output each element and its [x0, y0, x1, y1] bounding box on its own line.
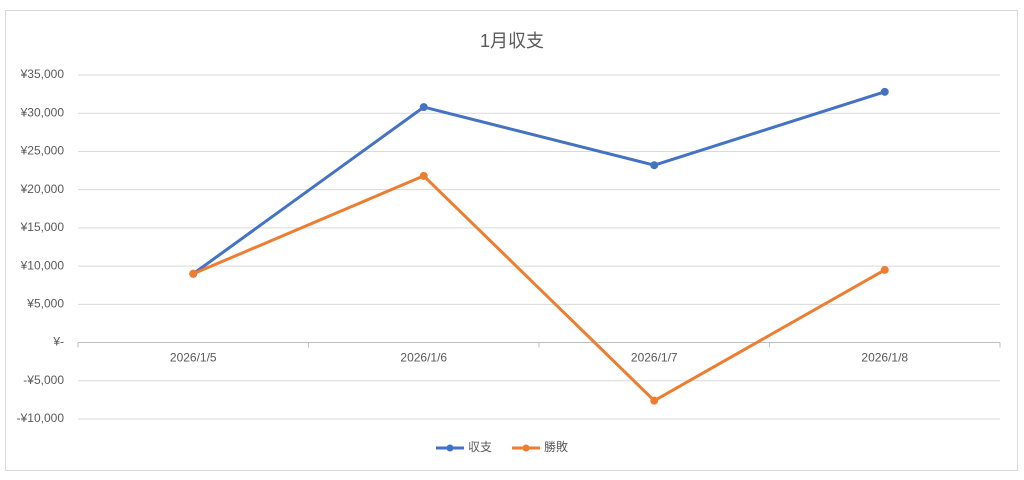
y-tick-label: -¥10,000 [17, 411, 65, 425]
legend-marker [522, 444, 530, 452]
x-tick-label: 2026/1/7 [631, 351, 678, 365]
point-marker [650, 161, 659, 170]
x-tick-label: 2026/1/6 [400, 351, 447, 365]
point-marker [880, 265, 889, 274]
chart-frame [5, 10, 1018, 471]
legend-label: 収支 [468, 440, 492, 454]
chart-title: 1月収支 [480, 31, 544, 51]
y-tick-label: ¥5,000 [26, 297, 64, 311]
point-marker [419, 103, 428, 112]
y-tick-label: ¥35,000 [20, 67, 65, 81]
legend-marker [446, 444, 454, 452]
point-marker [419, 171, 428, 180]
legend-label: 勝敗 [544, 439, 568, 454]
y-tick-label: ¥- [52, 335, 64, 349]
y-tick-label: ¥30,000 [20, 105, 65, 119]
x-tick-label: 2026/1/5 [170, 351, 217, 365]
x-tick-label: 2026/1/8 [861, 351, 908, 365]
y-tick-label: ¥15,000 [20, 220, 65, 234]
series-line [191, 90, 887, 276]
y-tick-label: ¥25,000 [20, 144, 65, 158]
y-tick-label: -¥5,000 [23, 373, 64, 387]
y-tick-label: ¥20,000 [20, 182, 65, 196]
point-marker [189, 269, 198, 278]
y-tick-label: ¥10,000 [20, 258, 65, 272]
point-marker [650, 396, 659, 405]
point-marker [880, 87, 889, 96]
series-line [191, 174, 887, 403]
